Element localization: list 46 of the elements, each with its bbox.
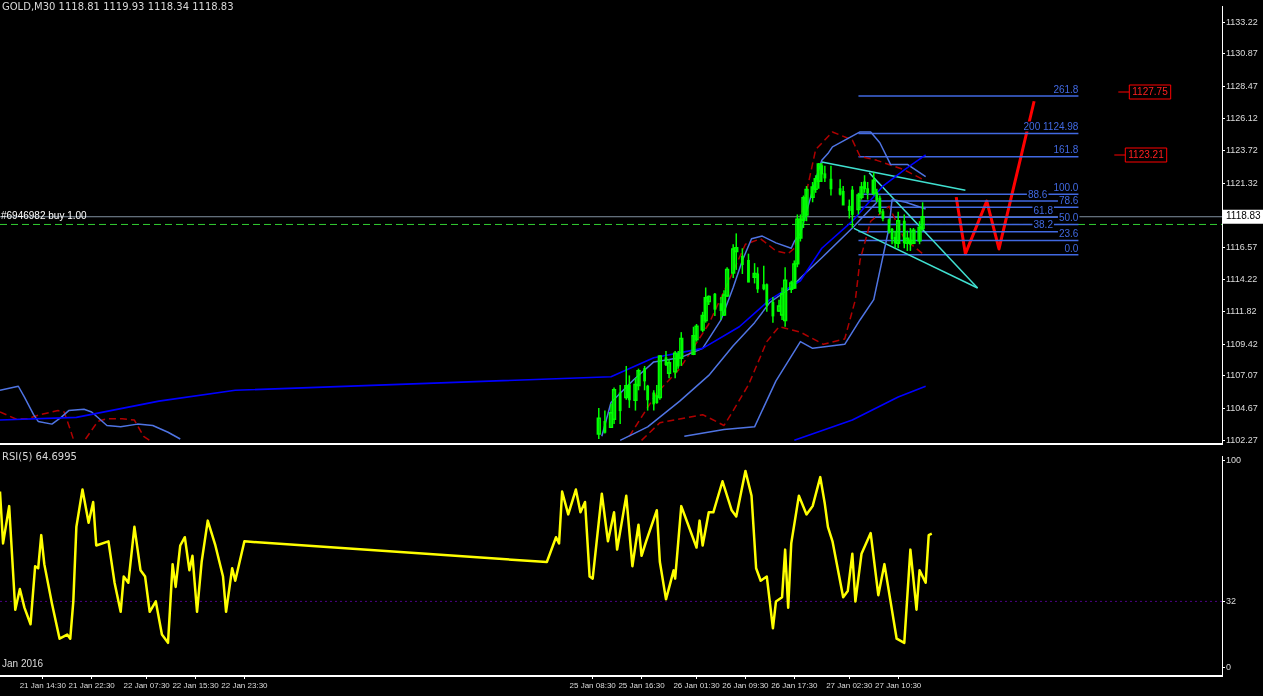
y-tick-label: 0 — [1226, 662, 1232, 673]
y-tick-label: 1128.47 — [1226, 80, 1258, 91]
y-tick-label: 1130.87 — [1226, 48, 1258, 59]
series-label: 50.0 — [1058, 212, 1079, 224]
series-label: 78.6 — [1058, 194, 1079, 206]
y-tick-label: 1107.07 — [1226, 370, 1258, 381]
x-tick-label: 27 Jan 02:30 — [826, 681, 873, 690]
x-tick-label: 22 Jan 07:30 — [123, 681, 171, 690]
series-label: 200 1124.98 — [1023, 121, 1079, 133]
annotation: 1123.21 — [1128, 148, 1165, 160]
y-tick-label: 1116.57 — [1226, 241, 1258, 252]
x-tick-label: 21 Jan 14:30 — [19, 681, 67, 690]
y-tick-label: 1109.42 — [1226, 338, 1258, 349]
series-label: 61.8 — [1033, 205, 1054, 217]
y-tick-label: 1126.12 — [1226, 112, 1258, 123]
y-tick-label: 1102.27 — [1226, 435, 1258, 446]
x-tick-label: 22 Jan 23:30 — [221, 681, 269, 690]
annotation: 1127.75 — [1132, 85, 1169, 97]
series-label: 161.8 — [1053, 144, 1079, 156]
series-label: 23.6 — [1058, 228, 1079, 240]
x-tick-label: 25 Jan 16:30 — [618, 681, 666, 690]
chart-title: RSI(5) 64.6995 — [2, 451, 77, 462]
x-tick-label: 26 Jan 17:30 — [771, 681, 818, 690]
y-tick-label: 1133.22 — [1226, 16, 1258, 27]
y-tick-label: 1114.22 — [1226, 273, 1258, 284]
y-tick-label: 1123.72 — [1226, 145, 1258, 156]
x-tick-label: 27 Jan 10:30 — [875, 681, 922, 690]
y-tick-label: 1121.32 — [1226, 177, 1258, 188]
y-tick-label: 32 — [1226, 595, 1237, 606]
x-tick-label: 26 Jan 09:30 — [722, 681, 770, 690]
chart-title: GOLD,M30 1118.81 1119.93 1118.34 1118.83 — [2, 1, 234, 12]
series-label: 100.0 — [1053, 181, 1079, 193]
x-tick-label: 21 Jan 22:30 — [68, 681, 116, 690]
y-tick-label: 1111.82 — [1226, 306, 1257, 317]
y-tick-label: 1104.67 — [1226, 402, 1258, 413]
y-tick-label: 100 — [1226, 455, 1242, 466]
x-tick-label: 25 Jan 08:30 — [569, 681, 617, 690]
ref-line-label: 1118.83 — [1226, 210, 1262, 222]
series-label: 0.0 — [1064, 242, 1079, 254]
annotation: Jan 2016 — [2, 657, 44, 669]
x-tick-label: 26 Jan 01:30 — [673, 681, 721, 690]
series-label: 38.2 — [1033, 219, 1054, 231]
ref-line-label: #6946982 buy 1.00 — [1, 210, 88, 222]
x-tick-label: 22 Jan 15:30 — [172, 681, 220, 690]
series-label: 261.8 — [1053, 83, 1079, 95]
series-label: 88.6 — [1027, 188, 1048, 200]
